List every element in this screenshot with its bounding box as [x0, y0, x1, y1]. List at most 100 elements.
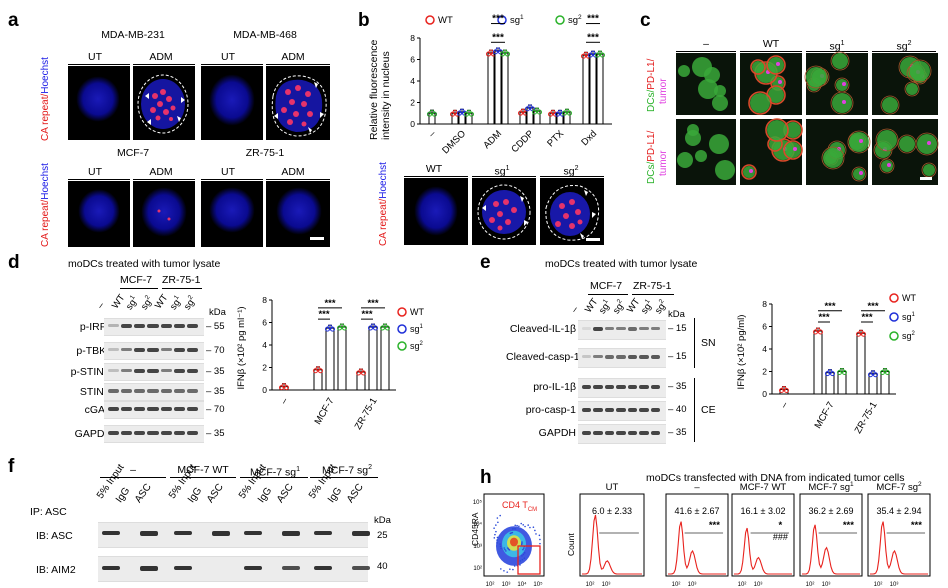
scatter-event — [511, 528, 514, 530]
data-point — [842, 370, 847, 375]
header-underline — [133, 64, 195, 65]
blot-band-3-1 — [593, 408, 603, 412]
blot-band-3-4 — [160, 389, 172, 393]
blot-band-4-3 — [147, 407, 159, 411]
blot-band-1-2 — [604, 355, 615, 359]
panel-d-group-mcf7: MCF-7 — [120, 274, 153, 286]
legend-label-1: sg1 — [410, 324, 424, 334]
legend-marker-2 — [555, 15, 565, 25]
panel-b-label: b — [358, 10, 370, 31]
scatter-event — [518, 525, 520, 528]
ce-label: CE — [701, 404, 716, 416]
y-tick-label: 8 — [262, 295, 267, 305]
blot-band-4-0 — [108, 407, 120, 411]
hist-x-tick: 10³ — [688, 582, 697, 588]
legend-marker-1 — [397, 324, 407, 334]
micrograph-zr751-ut — [201, 181, 263, 247]
blot-strip-0 — [578, 320, 666, 340]
scatter-event — [534, 529, 536, 532]
scatter-event — [522, 547, 525, 549]
dc-cell — [678, 65, 690, 77]
header-underline — [201, 64, 263, 65]
percent-value-1: 41.6 ± 2.67 — [675, 506, 720, 516]
hist-x-tick: 10³ — [822, 582, 831, 588]
panel-c-ylabel-top-tumor: tumor — [658, 78, 669, 104]
band-asc-ip-3 — [352, 531, 370, 536]
scatter-event — [538, 534, 541, 537]
blot-band-5-4 — [160, 431, 172, 435]
x-tick-label-0: – — [278, 395, 291, 406]
dc-cell — [767, 120, 787, 140]
cond-adm-3: ADM — [149, 166, 173, 178]
scatter-event — [496, 542, 498, 544]
bar-sg2-1 — [465, 112, 473, 125]
cond-adm-4: ADM — [281, 166, 305, 178]
blot-band-0-6 — [186, 324, 198, 328]
tumor-fragment — [842, 100, 846, 104]
panel-c-label: c — [640, 10, 651, 31]
cd4t-gate — [517, 545, 541, 575]
blot-band-1-2 — [134, 348, 146, 352]
bar-sg2-2 — [501, 52, 509, 125]
tumor-fragment — [927, 141, 931, 145]
chart-d: IFNβ (×10² pg ml⁻¹) 0 2 4 6 8 – MCF-7 ZR-75-1 ***… — [236, 295, 424, 432]
scatter-y-tick: 10⁵ — [473, 499, 483, 506]
lane-label-0-1: IgG — [113, 485, 133, 505]
cond-ut-2: UT — [221, 51, 235, 63]
blot-band-3-3 — [147, 389, 159, 393]
blot-band-3-6 — [650, 408, 660, 412]
scatter-event — [523, 557, 526, 559]
blot-band-5-5 — [173, 431, 185, 435]
x-tick-label-3: CDDP — [509, 128, 536, 155]
blot-label-1: p-TBK1 — [76, 345, 112, 357]
density-level-3 — [510, 537, 518, 547]
scatter-event — [499, 545, 502, 548]
scale-bar — [586, 238, 600, 241]
blot-label-3: STING — [79, 386, 112, 398]
pdl1-ring — [830, 91, 854, 115]
scatter-event — [493, 537, 496, 539]
scatter-event — [503, 569, 505, 572]
data-point — [342, 325, 347, 331]
sig-star: *** — [861, 312, 872, 323]
micrograph-c-1-3 — [872, 119, 939, 185]
sig-star: *** — [367, 298, 378, 309]
scatter-event — [496, 517, 499, 519]
histogram-1: – 41.6 ± 2.67 *** 10² 10³ — [665, 482, 729, 588]
col-label-wt: WT — [762, 38, 780, 50]
panel-e-title: moDCs treated with tumor lysate — [545, 258, 698, 270]
hist-x-tick: 10³ — [602, 582, 611, 588]
data-point — [505, 51, 510, 57]
lane-label-1-1: IgG — [185, 485, 205, 505]
scatter-event — [523, 552, 526, 554]
scatter-x-tick: 10² — [486, 582, 495, 588]
pdl1-ring — [741, 164, 757, 180]
blot-band-2-4 — [627, 385, 638, 389]
panel-c-micrographs — [676, 51, 939, 185]
blot-label-1: Cleaved-casp-1 — [506, 351, 580, 363]
tumor-fragment — [749, 169, 753, 173]
pdl1-ring — [766, 55, 786, 75]
dc-cell — [752, 61, 764, 73]
micrograph-mda468-adm — [266, 66, 330, 140]
blot-band-1-5 — [639, 355, 649, 359]
y-tick-label: 8 — [410, 33, 415, 43]
legend-marker-2 — [397, 341, 407, 351]
histogram-title-4: MCF-7 sg2 — [876, 481, 922, 493]
pdl1-ring — [908, 59, 932, 83]
bar-WT-1 — [451, 112, 459, 125]
x-tick-label-1: DMSO — [440, 128, 468, 156]
data-point — [373, 325, 378, 331]
bar-WT-2 — [856, 332, 866, 395]
sig-star: *** — [361, 309, 372, 320]
group-underline — [100, 477, 166, 478]
header-underline — [872, 51, 936, 52]
micrograph-mda231-ut — [68, 66, 130, 140]
sig-star: *** — [492, 14, 504, 25]
dc-cell — [709, 134, 729, 154]
lane-label-0: – — [568, 304, 582, 315]
tumor-fragment — [842, 82, 846, 86]
dc-cell — [712, 95, 728, 111]
histogram-3: MCF-7 sg1 36.2 ± 2.69 *** 10² 10³ — [799, 481, 863, 588]
y-tick-label: 8 — [762, 299, 767, 309]
